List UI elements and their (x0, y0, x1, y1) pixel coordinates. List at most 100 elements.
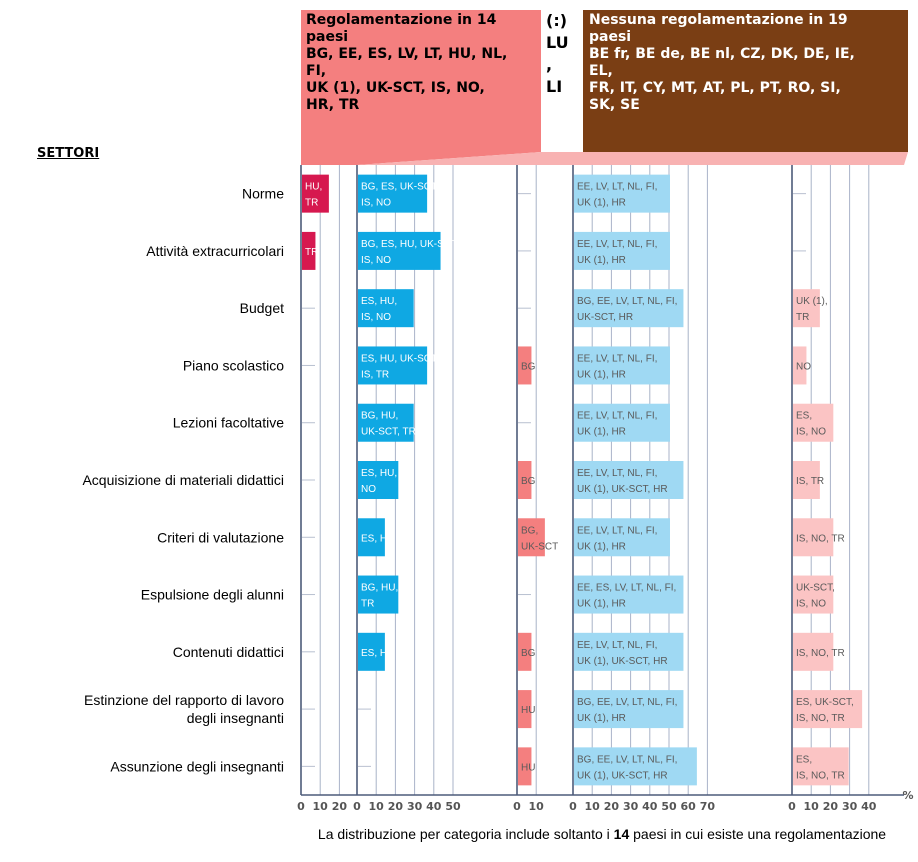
bar (574, 289, 684, 328)
bar-label: ES, HU, UK-SCT, IS, TR (361, 353, 439, 380)
bar (302, 174, 329, 213)
bar-label: ES, IS, NO, TR (796, 754, 845, 781)
x-tick-label: 0 (788, 800, 796, 813)
bar-label: EE, LV, LT, NL, FI, UK (1), HR (577, 239, 657, 266)
bar (518, 690, 532, 729)
x-tick-label: 10 (313, 800, 329, 813)
bar-label: ES, IS, NO (796, 411, 826, 438)
bar (518, 747, 532, 786)
bar (793, 289, 820, 328)
no-data-header-text: (:) LU , LI (546, 11, 569, 96)
unit-label: % (902, 789, 913, 802)
bar-label: IS, NO, TR (796, 533, 845, 544)
footnote-post: paesi in cui esiste una regolamentazione (629, 826, 887, 842)
category-label: Assunzione degli insegnanti (110, 758, 284, 774)
x-tick-label: 50 (445, 800, 461, 813)
bar (574, 747, 697, 786)
x-tick-label: 10 (369, 800, 385, 813)
bar (574, 174, 670, 213)
bar (574, 518, 670, 557)
bar (574, 461, 684, 499)
bar (793, 346, 807, 385)
bar-label: IS, NO, TR (796, 648, 845, 659)
bar-label: BG (521, 361, 536, 372)
category-label: Espulsione degli alunni (141, 587, 284, 603)
bar (793, 403, 834, 442)
bar-label: BG, ES, HU, UK-SCT, IS, NO (361, 239, 459, 266)
bar-label: BG, UK-SCT (521, 525, 558, 552)
header-connector-left (301, 152, 541, 165)
x-tick-label: 10 (585, 800, 601, 813)
x-tick-label: 30 (623, 800, 639, 813)
bar (358, 632, 385, 671)
bar (358, 231, 441, 270)
bar (793, 690, 863, 729)
bar (358, 289, 414, 328)
bar-label: EE, LV, LT, NL, FI, UK (1), UK-SCT, HR (577, 468, 668, 495)
bar (574, 403, 670, 442)
bar (302, 231, 316, 270)
bar-label: IS, TR (796, 476, 824, 487)
x-tick-label: 40 (861, 800, 877, 813)
header-connector-right (357, 152, 908, 165)
bar (358, 461, 399, 499)
bar-label: EE, ES, LV, LT, NL, FI, UK (1), HR (577, 583, 676, 610)
bar-label: EE, LV, LT, NL, FI, UK (1), HR (577, 353, 657, 380)
bar-label: ES, UK-SCT, IS, NO, TR (796, 697, 854, 724)
x-tick-label: 0 (353, 800, 361, 813)
x-tick-label: 60 (681, 800, 697, 813)
bar (574, 632, 684, 671)
bar (358, 575, 399, 614)
bar-label: HU, TR (305, 182, 322, 209)
bar-label: BG, EE, LV, LT, NL, FI, UK-SCT, HR (577, 296, 677, 323)
x-tick-label: 0 (513, 800, 521, 813)
bar (793, 632, 834, 671)
footnote-bold: 14 (613, 826, 630, 842)
x-tick-label: 0 (569, 800, 577, 813)
x-tick-label: 10 (529, 800, 545, 813)
x-tick-label: 30 (407, 800, 423, 813)
category-label: Acquisizione di materiali didattici (82, 472, 284, 488)
bar-label: BG, EE, LV, LT, NL, FI, UK (1), UK-SCT, H… (577, 754, 677, 781)
unregulated-header-text: Nessuna regolamentazione in 19 paesi BE … (589, 12, 855, 113)
bar-label: HU (521, 705, 535, 716)
bar (574, 231, 670, 270)
bar (358, 518, 385, 557)
category-label: Budget (240, 300, 284, 316)
bar (793, 747, 849, 786)
category-label: Norme (242, 186, 284, 202)
bar (518, 346, 532, 385)
category-label: Lezioni facoltative (173, 415, 285, 431)
bar-label: UK (1), TR (796, 296, 828, 323)
x-tick-label: 20 (332, 800, 348, 813)
x-tick-label: 70 (700, 800, 716, 813)
bar-label: NO (796, 361, 811, 372)
category-label: Criteri di valutazione (157, 529, 284, 545)
bar (518, 461, 532, 499)
category-label: Piano scolastico (183, 357, 284, 373)
category-label: Estinzione del rapporto di lavoro degli i… (84, 692, 284, 726)
x-tick-label: 20 (388, 800, 404, 813)
bar-label: BG, HU, UK-SCT, TR (361, 411, 416, 438)
bar-label: TR (305, 247, 318, 258)
bar-label: ES, HU, IS, NO (361, 296, 397, 323)
x-tick-label: 10 (804, 800, 820, 813)
bar (793, 518, 834, 557)
unregulated-header-box (583, 10, 908, 152)
x-tick-label: 50 (661, 800, 677, 813)
regulated-header-text: Regolamentazione in 14 paesi BG, EE, ES,… (306, 12, 508, 113)
bar-label: HU (521, 762, 535, 773)
bar-label: BG, HU, TR (361, 583, 398, 610)
bar-label: EE, LV, LT, NL, FI, UK (1), HR (577, 525, 657, 552)
bar-label: EE, LV, LT, NL, FI, UK (1), HR (577, 411, 657, 438)
bar (518, 632, 532, 671)
footnote-pre: La distribuzione per categoria include s… (317, 826, 614, 842)
bar-label: UK-SCT, IS, NO (796, 583, 835, 610)
bar (793, 461, 820, 499)
category-label: Attività extracurricolari (146, 243, 284, 259)
bar-label: EE, LV, LT, NL, FI, UK (1), HR (577, 182, 657, 209)
bar (358, 174, 428, 213)
bar-label: ES, HU, NO (361, 468, 397, 495)
regulated-header-box (301, 10, 541, 152)
